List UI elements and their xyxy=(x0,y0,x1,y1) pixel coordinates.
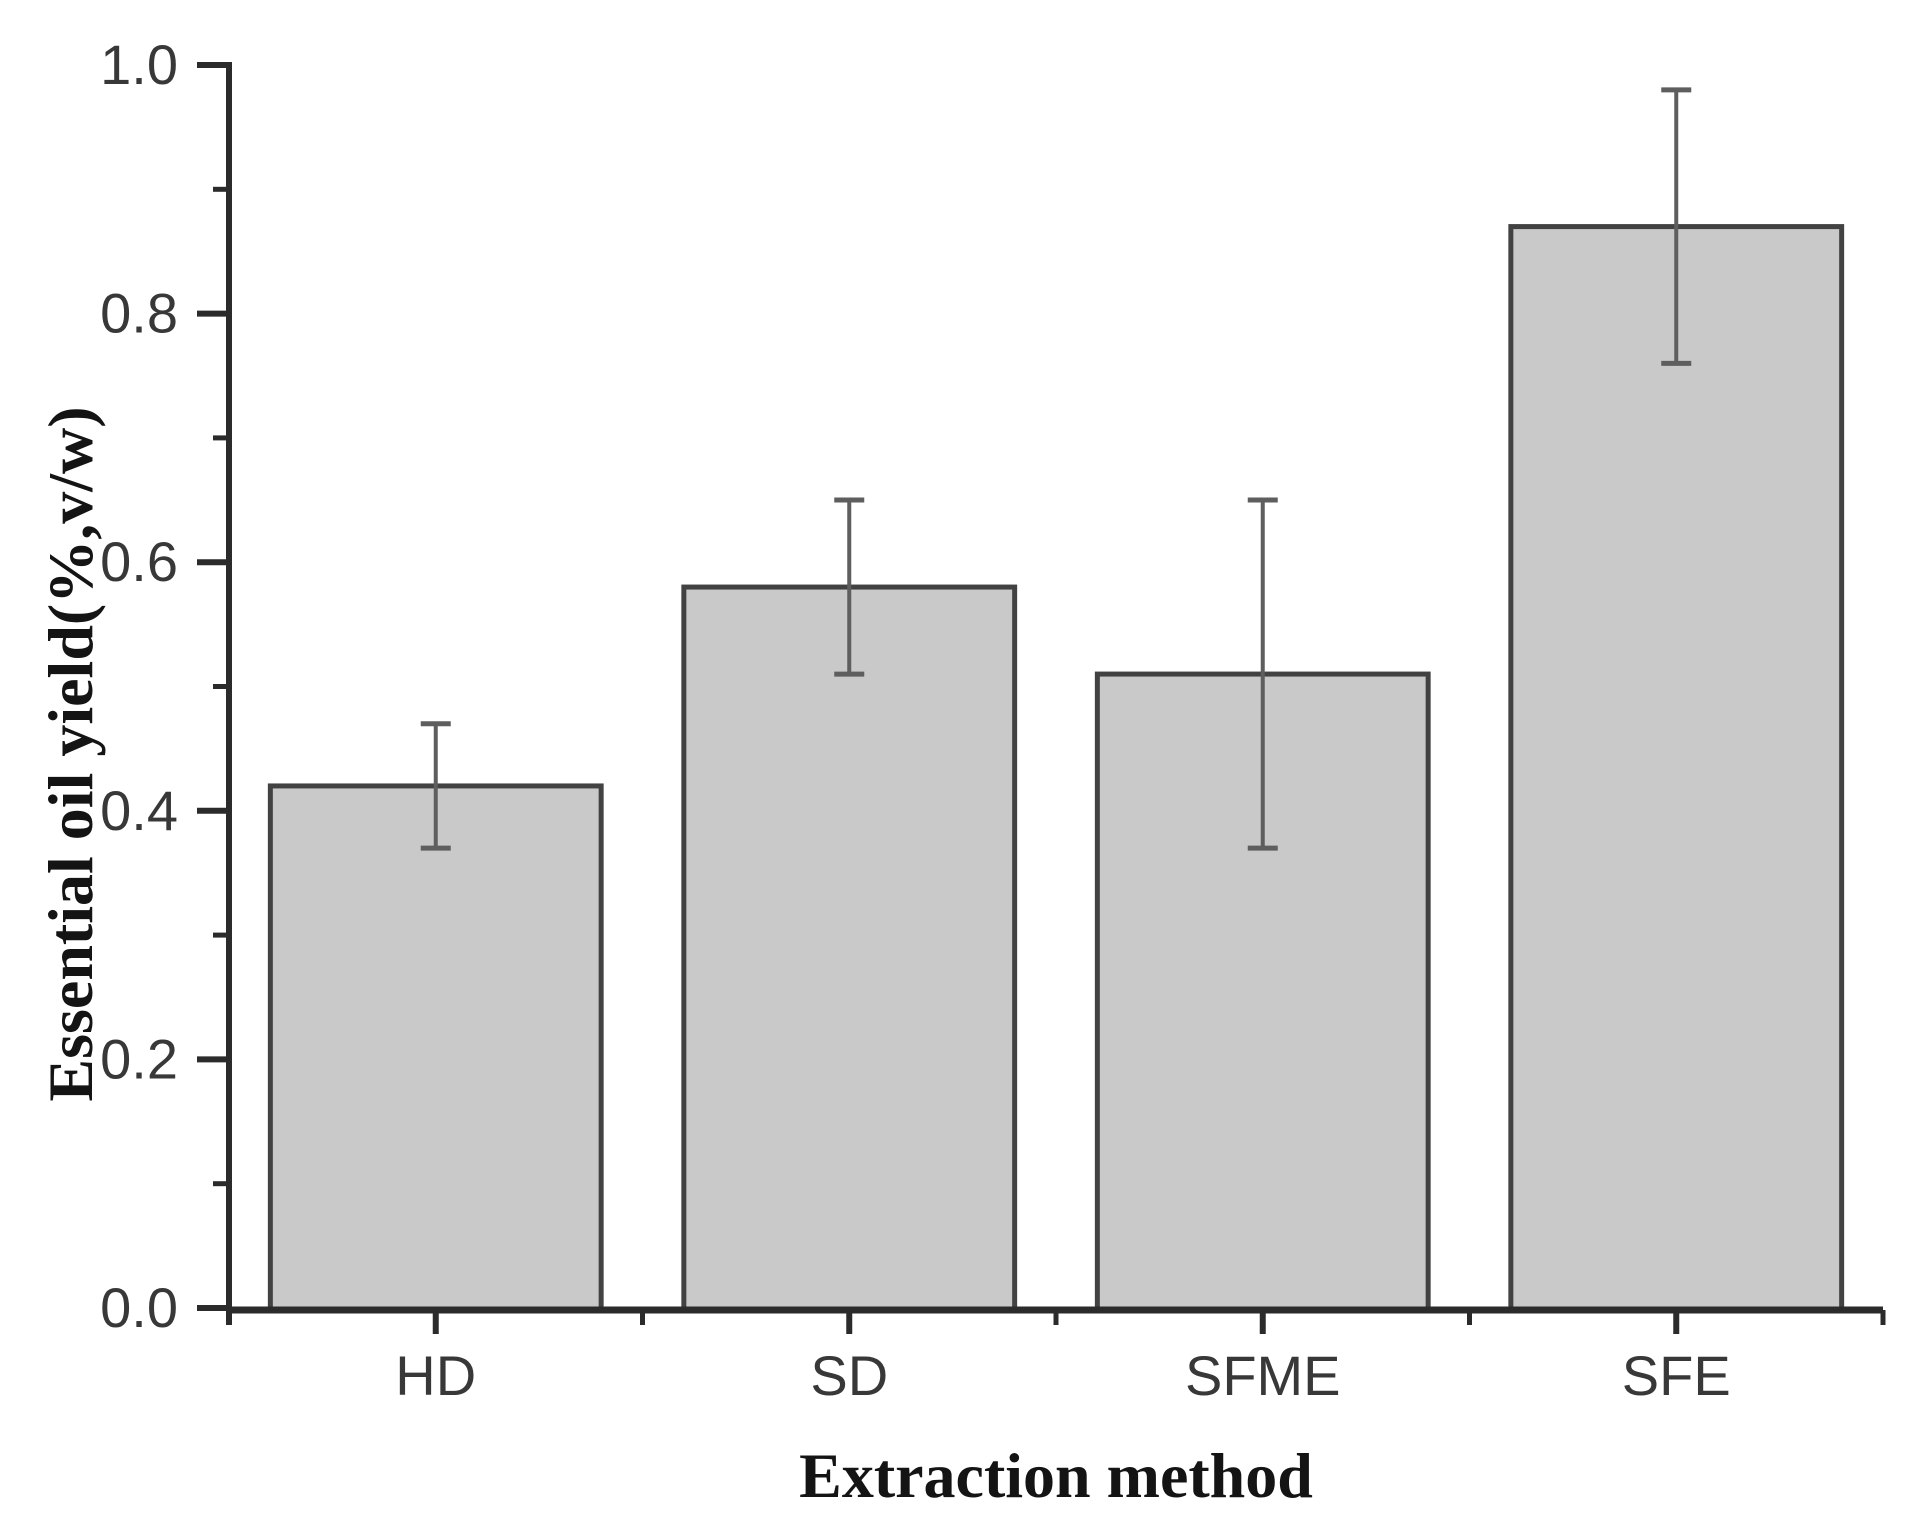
y-axis-title: Essential oil yield(%,v/w) xyxy=(35,406,106,1101)
y-tick-label-0.0: 0.0 xyxy=(100,1276,178,1339)
x-tick-label-SD: SD xyxy=(810,1344,888,1407)
y-tick-label-0.2: 0.2 xyxy=(100,1027,178,1090)
y-tick-label-1.0: 1.0 xyxy=(100,33,178,96)
x-axis-title: Extraction method xyxy=(799,1440,1313,1511)
bar-HD xyxy=(267,783,604,1313)
y-tick-label-0.4: 0.4 xyxy=(100,779,178,842)
plot-area: HD SD SFME SFE 0.0 0.2 0.4 0.6 0.8 1.0 xyxy=(100,33,1886,1407)
y-tick-label-0.6: 0.6 xyxy=(100,530,178,593)
x-tick-label-SFE: SFE xyxy=(1622,1344,1731,1407)
bar-SFE xyxy=(1508,224,1845,1313)
x-tick-label-SFME: SFME xyxy=(1185,1344,1341,1407)
x-tick-label-HD: HD xyxy=(395,1344,476,1407)
bar-SD xyxy=(681,584,1018,1313)
y-tick-label-0.8: 0.8 xyxy=(100,282,178,345)
